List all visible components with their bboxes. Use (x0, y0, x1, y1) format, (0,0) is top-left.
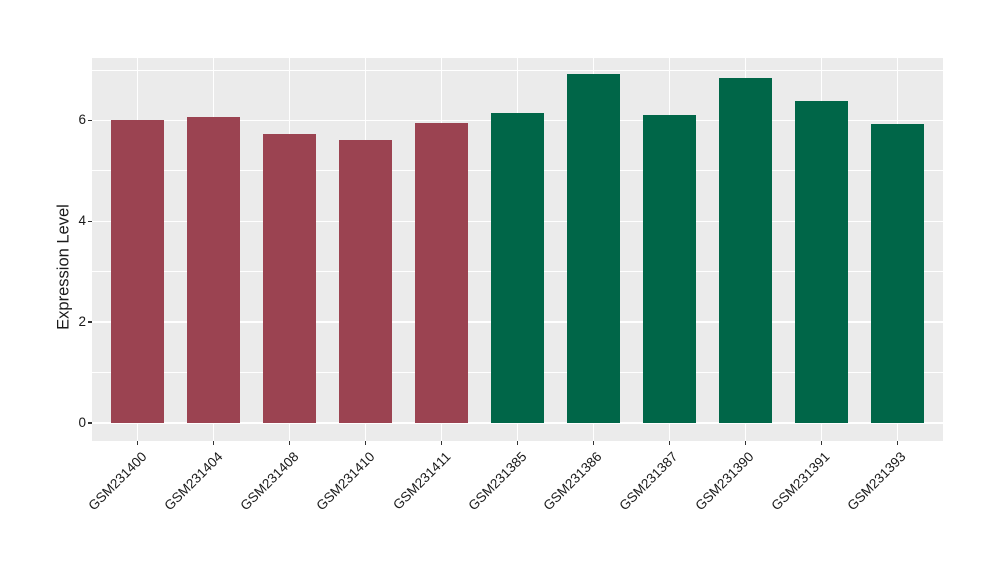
y-tick-mark (88, 321, 92, 323)
bar-GSM231390 (718, 77, 773, 423)
x-tick-mark (516, 441, 519, 445)
plot-panel (92, 58, 943, 441)
bar-GSM231387 (642, 114, 697, 423)
y-tick-mark (88, 422, 92, 424)
x-tick-mark (440, 441, 443, 445)
bar-GSM231411 (414, 122, 469, 423)
y-axis-title: Expression Level (54, 204, 73, 330)
x-tick-mark (820, 441, 823, 445)
x-tick-mark (364, 441, 367, 445)
bar-GSM231410 (338, 140, 393, 423)
y-tick-label: 4 (78, 213, 86, 229)
bar-GSM231386 (566, 74, 621, 423)
bar-GSM231385 (490, 113, 545, 423)
y-tick-label: 0 (78, 414, 86, 430)
bar-GSM231404 (186, 116, 241, 423)
x-tick-mark (592, 441, 595, 445)
bar-GSM231400 (110, 120, 165, 423)
bar-GSM231391 (794, 100, 849, 423)
x-tick-mark (212, 441, 215, 445)
y-tick-mark (88, 220, 92, 222)
x-tick-mark (288, 441, 291, 445)
y-tick-mark (88, 119, 92, 122)
y-tick-label: 2 (78, 314, 86, 330)
y-tick-label: 6 (78, 112, 86, 128)
bar-GSM231408 (262, 133, 317, 423)
x-tick-mark (896, 441, 899, 445)
x-tick-mark (668, 441, 671, 445)
bar-GSM231393 (870, 123, 924, 423)
x-tick-mark (744, 441, 747, 445)
x-tick-mark (136, 441, 139, 445)
